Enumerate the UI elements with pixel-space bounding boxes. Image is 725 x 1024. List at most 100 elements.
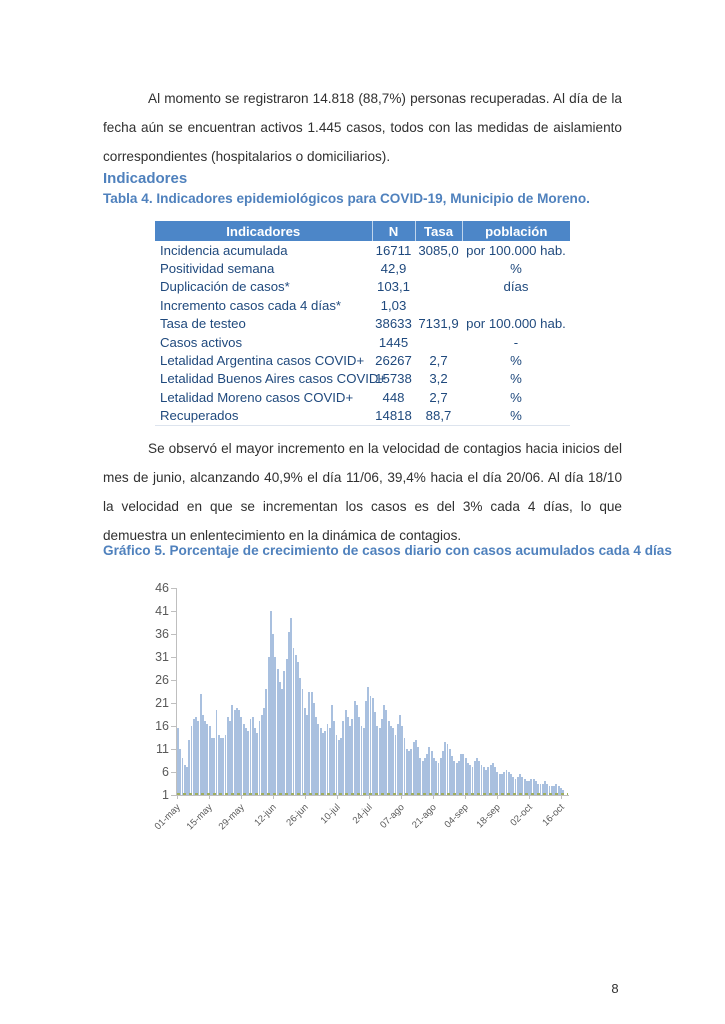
y-axis-tick — [171, 726, 176, 727]
chart-bar — [244, 728, 247, 795]
chart-bar — [306, 714, 309, 795]
chart-bar — [430, 751, 433, 795]
chart-bar — [276, 668, 279, 795]
chart-bar — [559, 788, 562, 795]
table-cell: 2,7 — [429, 353, 448, 369]
table-cell: Incremento casos cada 4 días* — [160, 297, 342, 313]
chart-bar — [353, 700, 356, 795]
chart-bar — [555, 783, 558, 795]
chart-bar — [385, 709, 388, 795]
chart-bar — [548, 785, 551, 795]
chart-bar — [387, 721, 390, 795]
table-cell: 3,2 — [429, 371, 448, 387]
chart-bar — [378, 728, 381, 795]
chart-bar — [399, 714, 401, 795]
indicators-table: Indicadores N Tasa población Incidencia acu… — [155, 221, 570, 426]
chart-bar — [199, 693, 202, 795]
chart-bar — [220, 737, 222, 795]
chart-bar — [544, 781, 546, 795]
table-cell: Incidencia acumulada — [160, 242, 288, 258]
chart-bar — [342, 721, 345, 795]
chart-bar — [546, 783, 549, 795]
chart-bar — [303, 707, 306, 795]
chart-bar — [528, 781, 531, 795]
x-axis-tick — [209, 795, 210, 799]
chart-caption: Gráfico 5. Porcentaje de crecimiento de … — [103, 543, 672, 558]
y-axis-tick — [171, 657, 176, 658]
chart-bar — [315, 716, 318, 795]
table-cell: 38633 — [375, 316, 412, 332]
chart-bar — [467, 762, 469, 795]
chart-bar — [392, 728, 395, 795]
table-header-cell: Indicadores — [155, 221, 372, 241]
chart-bar — [260, 714, 263, 795]
y-axis-line — [176, 588, 177, 796]
x-axis-tick — [433, 795, 435, 799]
chart-bar — [485, 769, 487, 795]
chart-bar — [507, 772, 510, 795]
chart-bar — [192, 719, 195, 795]
chart-bar — [213, 737, 216, 795]
chart-bar — [340, 737, 342, 795]
chart-bar — [358, 716, 361, 795]
chart-bar — [283, 670, 286, 795]
y-axis-tick — [171, 634, 176, 635]
table-row: Tasa de testeo 38633 7131,9 por 100.000 hab… — [155, 315, 570, 333]
table-cell — [415, 259, 462, 277]
chart-bar — [233, 709, 236, 795]
chart-bar — [319, 728, 322, 795]
y-axis-tick — [171, 588, 176, 589]
table-cell — [462, 296, 570, 314]
velocity-paragraph: Se observó el mayor incremento en la vel… — [103, 441, 622, 543]
table-row: Casos activos 1445 - — [155, 333, 570, 351]
chart-bar — [489, 765, 492, 795]
chart-bar — [210, 737, 213, 795]
chart-bar — [181, 758, 184, 795]
chart-bar — [405, 749, 408, 795]
chart-bar — [281, 689, 284, 795]
chart-bar — [523, 778, 526, 795]
table-cell: Tasa de testeo — [160, 316, 246, 332]
chart-bar — [410, 749, 413, 795]
y-axis-tick — [171, 749, 176, 750]
table-cell: 16711 — [375, 242, 412, 258]
table-row: Incidencia acumulada 16711 3085,0 por 100.0… — [155, 241, 570, 259]
y-axis-label: 11 — [156, 742, 169, 756]
chart-bar — [453, 760, 456, 795]
chart-bar — [557, 785, 560, 795]
chart-bar — [312, 703, 315, 795]
table-cell: 15738 — [375, 371, 412, 387]
y-axis-label: 16 — [155, 719, 169, 733]
x-axis-tick — [401, 795, 403, 799]
chart-bar — [428, 746, 431, 795]
chart-bar — [285, 659, 288, 795]
chart-bar — [505, 769, 508, 795]
chart-bar — [351, 719, 354, 795]
chart-bar — [500, 774, 503, 795]
chart-bar — [229, 721, 231, 795]
chart-bar — [376, 726, 379, 795]
chart-bar — [403, 737, 406, 795]
chart-bar — [208, 726, 211, 795]
chart-bar — [369, 696, 372, 795]
chart-bar — [263, 707, 265, 795]
chart-bar — [201, 714, 204, 795]
chart-bar — [419, 758, 422, 795]
chart-bar — [510, 774, 512, 795]
chart-bar — [188, 739, 191, 795]
chart-bar — [539, 783, 542, 795]
y-axis-label: 21 — [155, 696, 169, 710]
chart-bar — [457, 760, 460, 795]
baseline-dashed-line — [177, 793, 568, 795]
y-axis-tick — [171, 611, 176, 612]
x-axis-tick — [177, 795, 178, 799]
chart-bar — [274, 657, 277, 795]
chart-bar — [215, 709, 218, 795]
chart-bar — [435, 760, 438, 795]
table-cell: por 100.000 hab. — [466, 242, 566, 258]
chart-bar — [308, 691, 311, 795]
chart-bar — [360, 726, 363, 795]
x-axis-tick — [241, 795, 243, 799]
chart-bar — [344, 709, 347, 795]
